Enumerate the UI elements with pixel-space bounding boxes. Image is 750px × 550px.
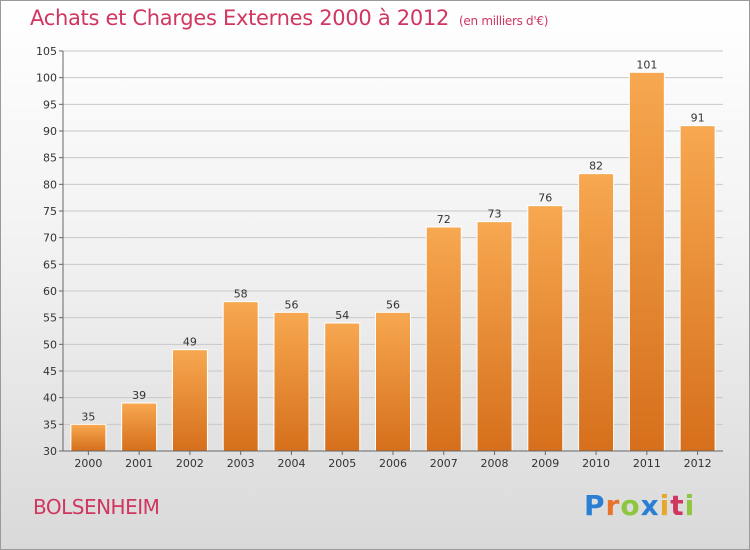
y-tick-label: 55 — [43, 312, 57, 325]
bar-2010 — [578, 173, 615, 452]
y-tick-label: 50 — [43, 338, 57, 351]
data-label-2008: 73 — [488, 208, 502, 221]
x-tick-label-2008: 2008 — [481, 457, 509, 470]
x-tick-label-2012: 2012 — [684, 457, 712, 470]
x-tick-label-2007: 2007 — [430, 457, 458, 470]
y-tick-label: 30 — [43, 445, 57, 458]
logo-letter: x — [640, 489, 660, 522]
bar-2005 — [324, 322, 361, 452]
y-tick-label: 70 — [43, 232, 57, 245]
bar-2002 — [171, 349, 208, 452]
data-label-2009: 76 — [538, 192, 552, 205]
city-name: BOLSENHEIM — [33, 495, 160, 519]
data-label-2000: 35 — [81, 410, 95, 423]
y-tick-label: 90 — [43, 125, 57, 138]
x-tick-label-2002: 2002 — [176, 457, 204, 470]
bar-2012 — [679, 125, 716, 452]
data-label-2010: 82 — [589, 160, 603, 173]
y-tick-label: 65 — [43, 258, 57, 271]
y-tick-label: 45 — [43, 365, 57, 378]
bar-2011 — [628, 71, 665, 452]
chart-subtitle: (en milliers d'€) — [459, 14, 549, 28]
x-tick-label-2006: 2006 — [379, 457, 407, 470]
bars — [70, 71, 716, 452]
bar-2008 — [476, 221, 513, 452]
axes: 30 35 40 45 50 55 60 65 70 75 80 85 90 95 100 105 2000 20… — [36, 45, 723, 470]
data-label-2011: 101 — [636, 58, 657, 71]
x-tick-label-2000: 2000 — [74, 457, 102, 470]
bar-2003 — [222, 301, 259, 452]
data-label-2007: 72 — [437, 213, 451, 226]
y-tick-label: 40 — [43, 392, 57, 405]
bar-2004 — [273, 311, 310, 452]
x-tick-label-2003: 2003 — [227, 457, 255, 470]
proxiti-logo: Proxiti — [584, 489, 695, 522]
logo-letter: t — [670, 489, 685, 522]
data-label-2003: 58 — [234, 288, 248, 301]
y-tick-label: 100 — [36, 72, 57, 85]
y-tick-label: 85 — [43, 152, 57, 165]
y-tick-label: 35 — [43, 418, 57, 431]
logo-letter: o — [620, 489, 641, 522]
bar-2001 — [121, 402, 158, 452]
logo-letter: i — [684, 489, 696, 522]
logo-letter: i — [659, 489, 671, 522]
y-tick-label: 95 — [43, 98, 57, 111]
x-tick-label-2005: 2005 — [328, 457, 356, 470]
logo-letter: P — [584, 489, 606, 522]
x-tick-label-2009: 2009 — [531, 457, 559, 470]
y-tick-label: 105 — [36, 45, 57, 58]
data-label-2001: 39 — [132, 389, 146, 402]
data-label-2006: 56 — [386, 298, 400, 311]
x-tick-label-2011: 2011 — [633, 457, 661, 470]
data-labels: 35 39 49 58 56 54 56 72 73 76 82 101 91 — [81, 58, 704, 423]
x-tick-label-2010: 2010 — [582, 457, 610, 470]
data-label-2005: 54 — [335, 309, 349, 322]
x-tick-label-2001: 2001 — [125, 457, 153, 470]
data-label-2012: 91 — [691, 112, 705, 125]
bar-2007 — [425, 226, 462, 452]
logo-letter: r — [605, 489, 621, 522]
bar-2006 — [375, 311, 411, 452]
y-tick-label: 60 — [43, 285, 57, 298]
data-label-2002: 49 — [183, 336, 197, 349]
y-tick-label: 75 — [43, 205, 57, 218]
chart-title: Achats et Charges Externes 2000 à 2012 (e… — [30, 6, 548, 30]
y-tick-label: 80 — [43, 178, 57, 191]
data-label-2004: 56 — [284, 298, 298, 311]
chart-title-text: Achats et Charges Externes 2000 à 2012 — [30, 6, 450, 30]
x-tick-label-2004: 2004 — [277, 457, 305, 470]
bar-2009 — [527, 205, 564, 452]
bar-2000 — [70, 423, 107, 452]
